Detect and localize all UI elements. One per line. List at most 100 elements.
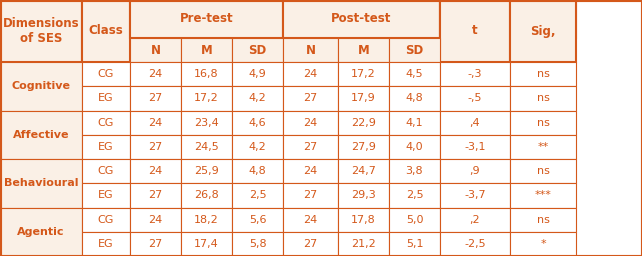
Bar (181, 62, 232, 86)
Text: 27: 27 (148, 239, 162, 249)
Text: 4,2: 4,2 (248, 142, 266, 152)
Text: 29,3: 29,3 (351, 190, 376, 200)
Bar (181, 135, 232, 159)
Text: t: t (472, 25, 478, 37)
Text: 17,9: 17,9 (351, 93, 376, 103)
Text: Sig,: Sig, (530, 25, 556, 37)
Bar (82, 0, 130, 62)
Bar (232, 183, 283, 208)
Bar (0, 208, 82, 256)
Text: -3,1: -3,1 (464, 142, 486, 152)
Bar (338, 111, 389, 135)
Bar (338, 62, 389, 86)
Text: 27,9: 27,9 (351, 142, 376, 152)
Bar (283, 159, 338, 183)
Bar (130, 111, 181, 135)
Bar (82, 111, 130, 135)
Text: ns: ns (537, 215, 550, 225)
Bar (338, 232, 389, 256)
Text: -2,5: -2,5 (464, 239, 486, 249)
Text: SD: SD (248, 44, 266, 57)
Bar (232, 86, 283, 111)
Bar (510, 111, 576, 135)
Bar (389, 208, 440, 232)
Text: CG: CG (98, 118, 114, 128)
Text: 17,2: 17,2 (194, 93, 219, 103)
Bar (510, 62, 576, 86)
Text: ns: ns (537, 69, 550, 79)
Text: 18,2: 18,2 (194, 215, 219, 225)
Text: -,3: -,3 (468, 69, 482, 79)
Bar (338, 183, 389, 208)
Bar (0, 159, 82, 208)
Text: 4,2: 4,2 (248, 93, 266, 103)
Text: Dimensions
of SES: Dimensions of SES (3, 17, 80, 45)
Text: 27: 27 (148, 190, 162, 200)
Bar (440, 86, 510, 111)
Bar (283, 208, 338, 232)
Bar (440, 208, 510, 232)
Bar (389, 62, 440, 86)
Text: Cognitive: Cognitive (12, 81, 71, 91)
Bar (440, 62, 510, 86)
Bar (82, 86, 130, 111)
Text: **: ** (537, 142, 549, 152)
Bar (283, 38, 338, 62)
Bar (232, 38, 283, 62)
Bar (181, 86, 232, 111)
Text: 27: 27 (148, 93, 162, 103)
Bar (283, 183, 338, 208)
Bar (181, 38, 232, 62)
Bar (232, 111, 283, 135)
Text: 21,2: 21,2 (351, 239, 376, 249)
Bar (338, 38, 389, 62)
Bar (440, 0, 510, 62)
Bar (82, 183, 130, 208)
Bar (130, 38, 181, 62)
Text: 23,4: 23,4 (194, 118, 219, 128)
Bar (82, 135, 130, 159)
Bar (283, 62, 338, 86)
Text: 5,8: 5,8 (248, 239, 266, 249)
Bar (338, 86, 389, 111)
Bar (283, 0, 440, 38)
Text: 4,8: 4,8 (406, 93, 423, 103)
Text: ns: ns (537, 166, 550, 176)
Text: ,4: ,4 (470, 118, 480, 128)
Text: M: M (200, 44, 213, 57)
Bar (338, 159, 389, 183)
Text: 27: 27 (304, 190, 318, 200)
Bar (82, 232, 130, 256)
Bar (389, 38, 440, 62)
Bar (389, 86, 440, 111)
Text: 4,8: 4,8 (248, 166, 266, 176)
Text: 27: 27 (304, 93, 318, 103)
Text: ***: *** (535, 190, 551, 200)
Text: 22,9: 22,9 (351, 118, 376, 128)
Text: 5,6: 5,6 (248, 215, 266, 225)
Bar (510, 86, 576, 111)
Text: 24,5: 24,5 (194, 142, 219, 152)
Text: -3,7: -3,7 (464, 190, 486, 200)
Text: Post-test: Post-test (331, 13, 392, 26)
Text: 16,8: 16,8 (194, 69, 219, 79)
Text: ,9: ,9 (470, 166, 480, 176)
Bar (0, 111, 82, 159)
Text: 24: 24 (148, 118, 162, 128)
Text: 27: 27 (148, 142, 162, 152)
Bar (283, 86, 338, 111)
Bar (181, 111, 232, 135)
Bar (232, 208, 283, 232)
Bar (389, 183, 440, 208)
Text: CG: CG (98, 69, 114, 79)
Text: EG: EG (98, 93, 114, 103)
Text: 2,5: 2,5 (248, 190, 266, 200)
Bar (283, 135, 338, 159)
Bar (82, 159, 130, 183)
Bar (130, 86, 181, 111)
Bar (440, 0, 576, 38)
Bar (130, 208, 181, 232)
Text: 24: 24 (304, 166, 318, 176)
Text: 3,8: 3,8 (406, 166, 423, 176)
Bar (440, 183, 510, 208)
